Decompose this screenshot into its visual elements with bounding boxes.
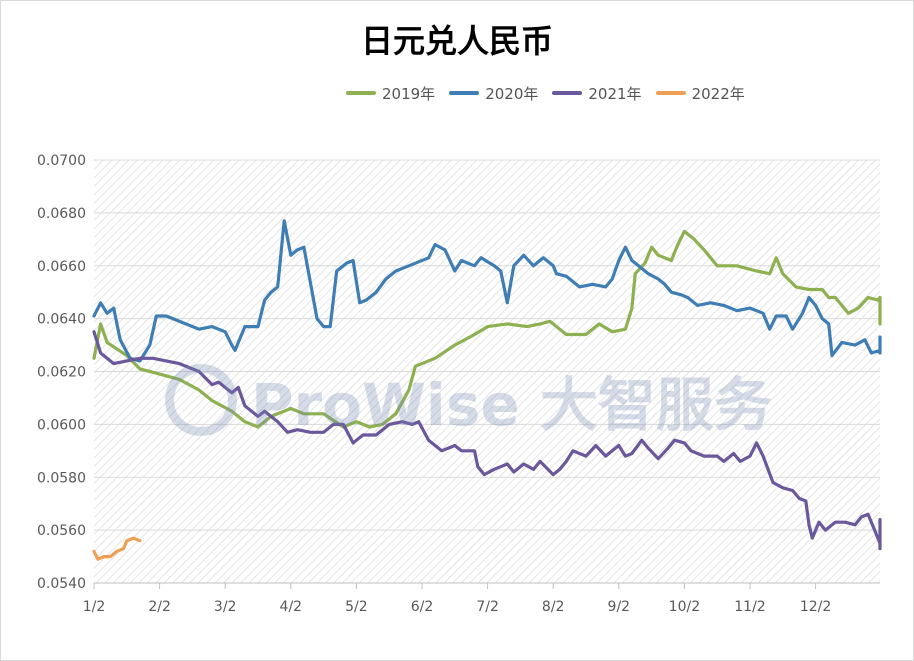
legend-swatch-2019 xyxy=(346,91,376,95)
legend-swatch-2021 xyxy=(552,91,583,95)
legend-label-2020: 2020年 xyxy=(485,84,539,103)
x-tick-label: 9/2 xyxy=(608,599,631,615)
x-tick-label: 6/2 xyxy=(411,599,434,615)
legend-label-2021: 2021年 xyxy=(588,84,642,103)
x-tick-label: 12/2 xyxy=(800,599,831,615)
chart-legend: 2019年 2020年 2021年 2022年 xyxy=(346,82,745,104)
x-tick-label: 7/2 xyxy=(476,599,499,615)
legend-item-2021: 2021年 xyxy=(552,83,642,104)
y-tick-label: 0.0700 xyxy=(37,153,86,169)
y-tick-label: 0.0620 xyxy=(37,365,86,381)
y-tick-label: 0.0580 xyxy=(37,470,86,486)
legend-swatch-2022 xyxy=(655,91,686,95)
legend-item-2019: 2019年 xyxy=(346,83,435,104)
x-tick-label: 3/2 xyxy=(214,599,237,615)
series-lines xyxy=(92,219,882,561)
x-tick-label: 10/2 xyxy=(669,599,700,615)
y-tick-label: 0.0540 xyxy=(37,576,86,592)
series-line-2020 xyxy=(92,219,882,363)
x-tick-label: 4/2 xyxy=(280,599,303,615)
x-tick-label: 1/2 xyxy=(83,599,106,615)
series-line-2022 xyxy=(92,536,142,561)
series-line-2021 xyxy=(92,330,882,551)
x-tick-label: 11/2 xyxy=(734,599,765,615)
y-tick-label: 0.0640 xyxy=(37,312,86,328)
legend-item-2022: 2022年 xyxy=(655,83,745,104)
x-tick-label: 2/2 xyxy=(148,599,171,615)
legend-label-2022: 2022年 xyxy=(691,84,745,103)
y-tick-label: 0.0600 xyxy=(37,417,86,433)
y-tick-label: 0.0660 xyxy=(37,259,86,275)
legend-swatch-2020 xyxy=(449,91,480,95)
x-tick-label: 5/2 xyxy=(345,599,368,615)
x-tick-label: 8/2 xyxy=(542,599,565,615)
legend-label-2019: 2019年 xyxy=(382,84,436,103)
axes: 0.0700 0.0680 0.0660 0.0640 0.0620 0.0600 0.05… xyxy=(37,153,880,615)
y-tick-label: 0.0680 xyxy=(37,206,86,222)
series-line-2019 xyxy=(92,229,882,429)
y-tick-label: 0.0560 xyxy=(37,523,86,539)
legend-item-2020: 2020年 xyxy=(449,83,538,104)
chart-title: 日元兑人民币 xyxy=(360,22,553,60)
